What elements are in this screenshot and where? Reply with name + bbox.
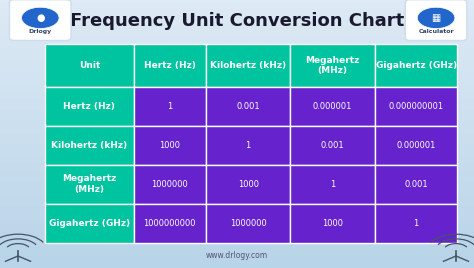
Text: 1000000000: 1000000000	[144, 219, 196, 228]
Text: 1000000: 1000000	[151, 180, 188, 189]
Text: 0.000001: 0.000001	[396, 141, 436, 150]
Text: Megahertz
(MHz): Megahertz (MHz)	[62, 174, 117, 194]
Bar	[206, 126, 291, 165]
Bar	[375, 165, 457, 204]
Bar	[206, 165, 291, 204]
Text: Kilohertz (kHz): Kilohertz (kHz)	[51, 141, 128, 150]
Text: Unit: Unit	[79, 61, 100, 70]
Bar	[134, 44, 206, 87]
FancyBboxPatch shape	[405, 0, 467, 40]
Text: 0.001: 0.001	[321, 141, 345, 150]
Bar	[291, 165, 375, 204]
Text: 1: 1	[167, 102, 173, 111]
Text: ▦: ▦	[431, 13, 441, 23]
Bar	[206, 44, 291, 87]
Bar	[206, 204, 291, 243]
Text: www.drlogy.com: www.drlogy.com	[206, 251, 268, 260]
Bar	[291, 204, 375, 243]
Bar	[134, 87, 206, 126]
Text: ●: ●	[36, 13, 45, 23]
Bar	[375, 87, 457, 126]
Bar	[45, 44, 134, 87]
Bar	[134, 204, 206, 243]
Text: Drlogy: Drlogy	[28, 29, 52, 34]
Bar	[375, 44, 457, 87]
Bar	[45, 204, 134, 243]
Text: 1000: 1000	[322, 219, 343, 228]
Bar	[45, 126, 134, 165]
Bar	[375, 126, 457, 165]
Circle shape	[21, 7, 59, 28]
FancyBboxPatch shape	[9, 0, 71, 40]
Text: Hertz (Hz): Hertz (Hz)	[64, 102, 115, 111]
Text: Hertz (Hz): Hertz (Hz)	[144, 61, 196, 70]
Text: 1000: 1000	[237, 180, 259, 189]
Text: 1: 1	[246, 141, 251, 150]
Text: Kilohertz (kHz): Kilohertz (kHz)	[210, 61, 286, 70]
Text: 0.000001: 0.000001	[313, 102, 352, 111]
Bar	[291, 87, 375, 126]
Text: 0.000000001: 0.000000001	[389, 102, 444, 111]
Text: Calculator: Calculator	[418, 29, 454, 34]
Bar	[291, 44, 375, 87]
Text: 0.001: 0.001	[237, 102, 260, 111]
Bar	[134, 126, 206, 165]
Text: 0.001: 0.001	[404, 180, 428, 189]
Bar	[206, 87, 291, 126]
Bar	[291, 126, 375, 165]
Text: 1000000: 1000000	[230, 219, 266, 228]
Text: 1000: 1000	[159, 141, 180, 150]
Bar	[45, 87, 134, 126]
Bar	[134, 165, 206, 204]
Text: 1: 1	[413, 219, 419, 228]
Text: Gigahertz (GHz): Gigahertz (GHz)	[49, 219, 130, 228]
Bar	[45, 165, 134, 204]
Bar	[375, 204, 457, 243]
Text: Gigahertz (GHz): Gigahertz (GHz)	[375, 61, 457, 70]
Text: 1: 1	[330, 180, 335, 189]
Text: Megahertz
(MHz): Megahertz (MHz)	[306, 56, 360, 75]
Circle shape	[417, 7, 455, 28]
Text: Frequency Unit Conversion Chart: Frequency Unit Conversion Chart	[70, 12, 404, 30]
